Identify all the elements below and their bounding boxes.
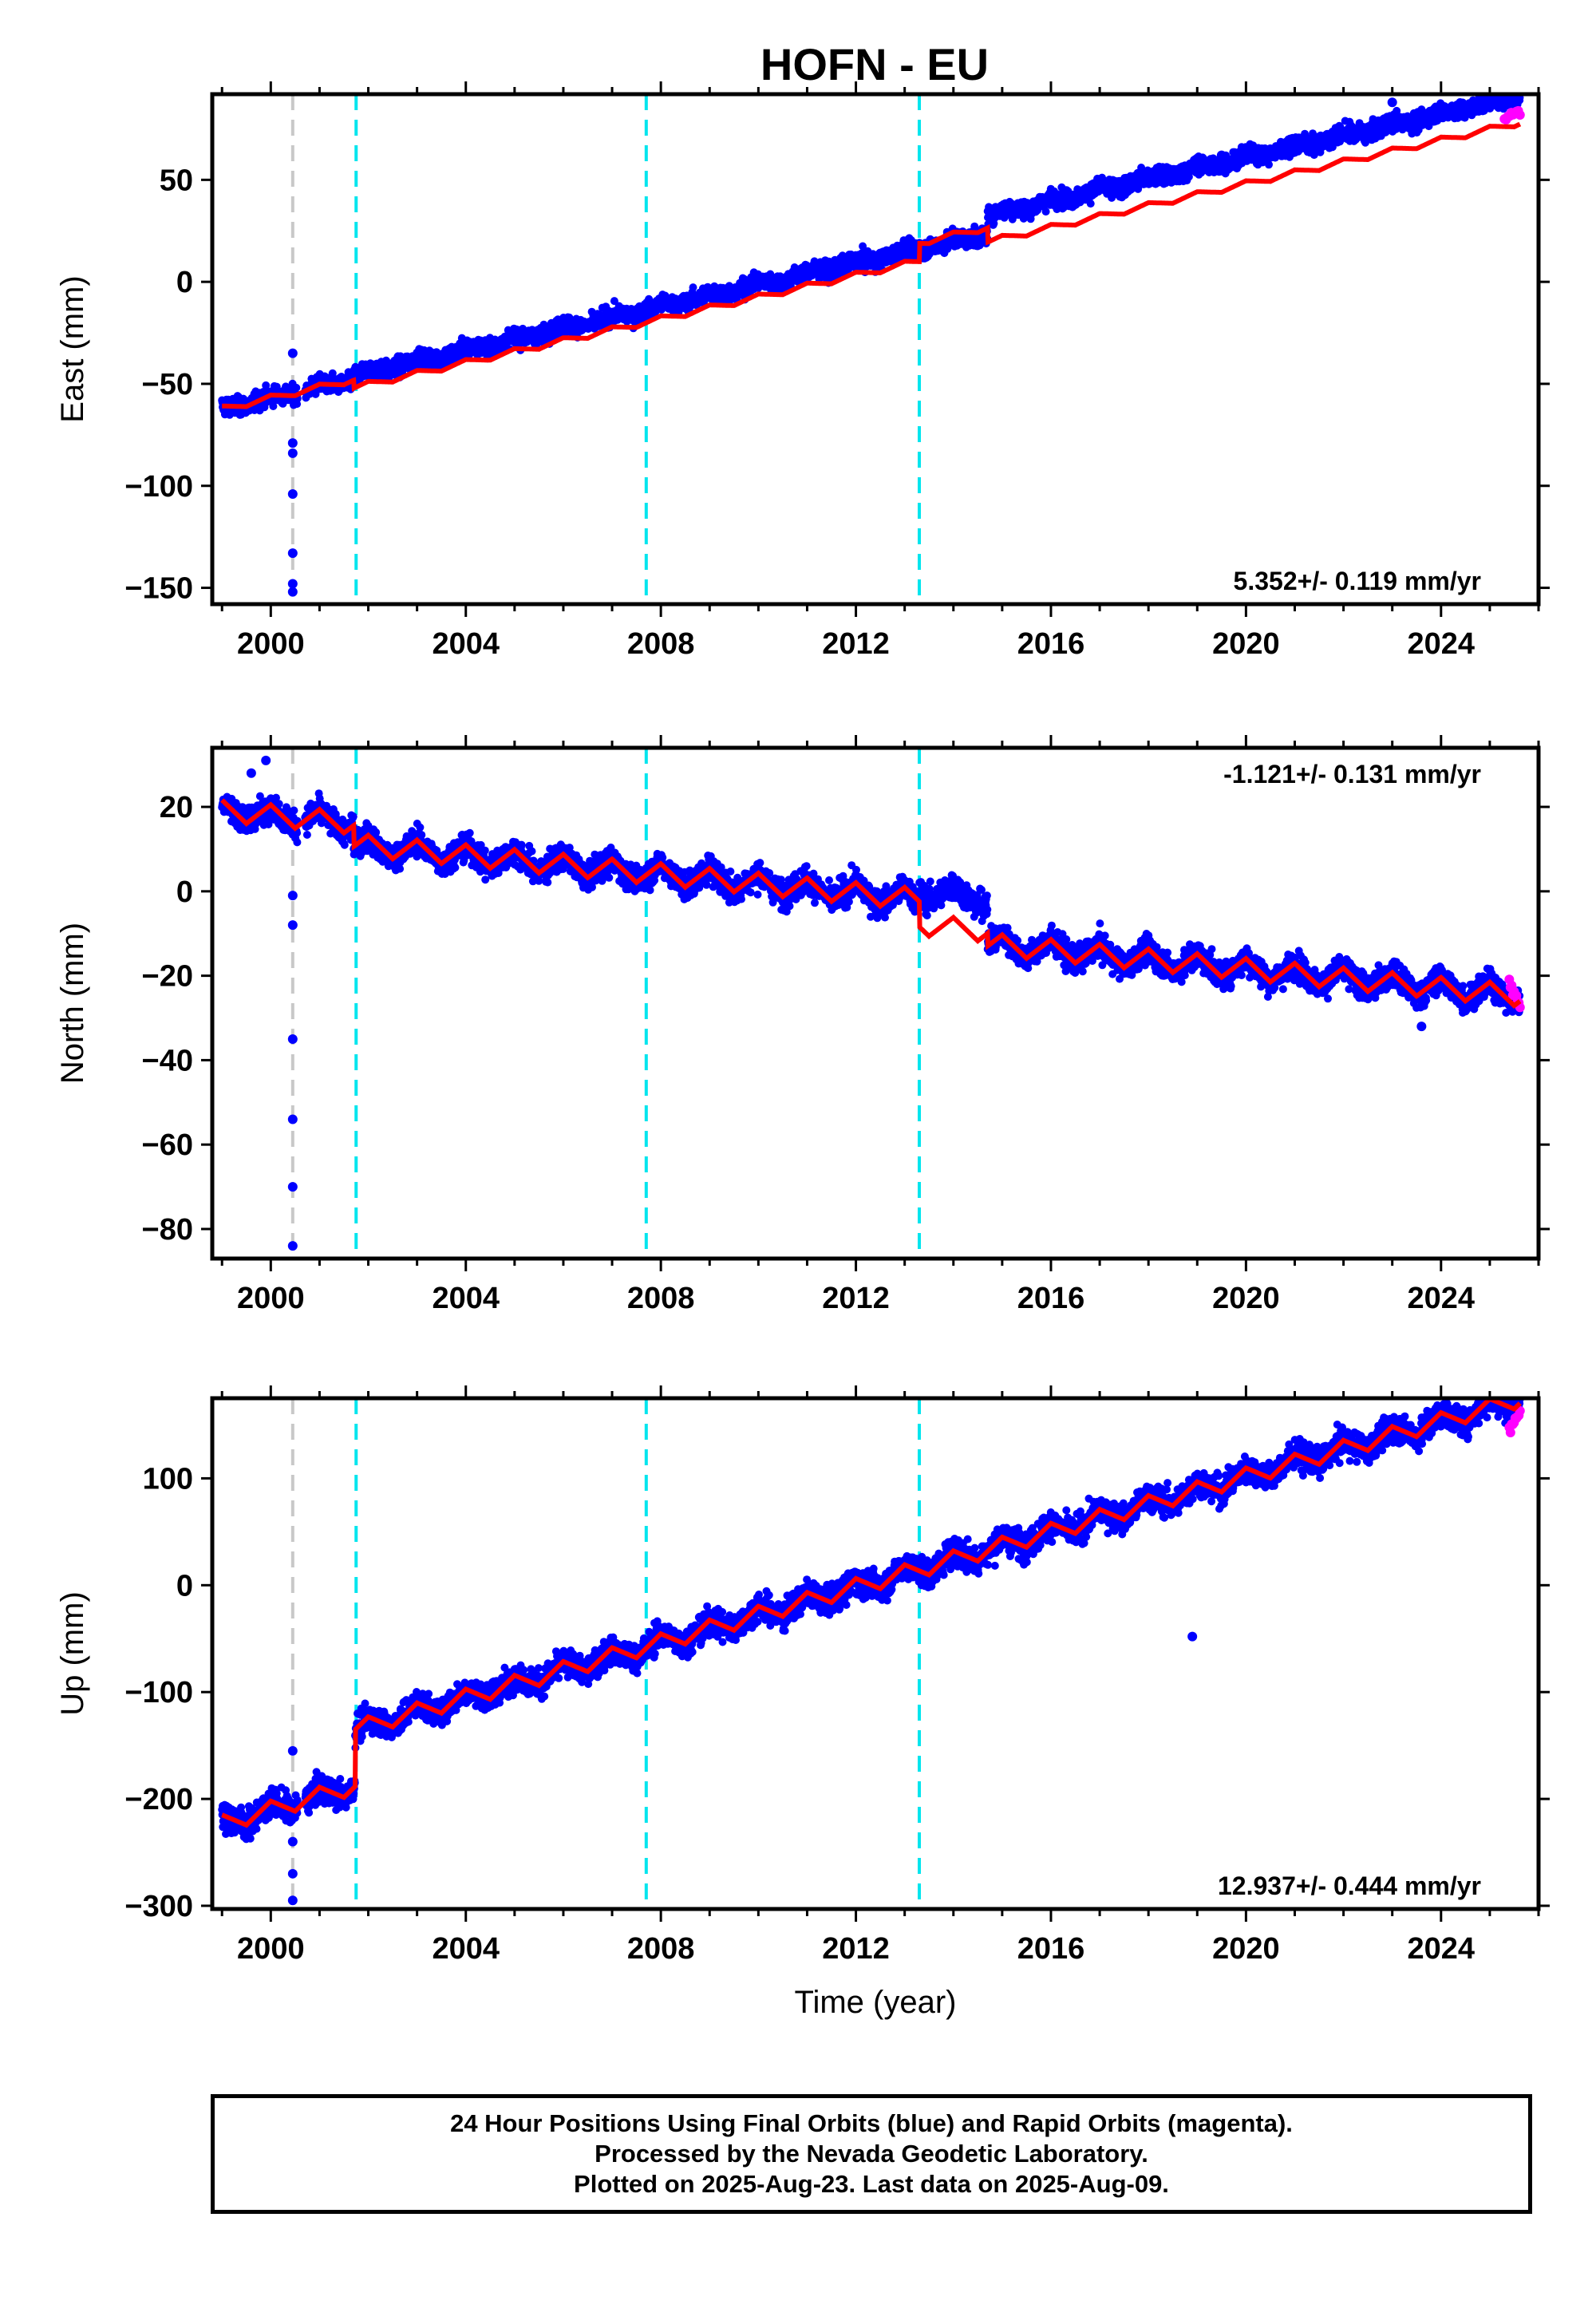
x-tick-label: 2012 <box>822 627 890 661</box>
velocity-label: 5.352+/- 0.119 mm/yr <box>1234 567 1481 595</box>
y-tick-label: −150 <box>124 572 193 606</box>
outlier-point <box>1387 97 1397 108</box>
plot-frame <box>210 92 1541 607</box>
page-title: HOFN - EU <box>760 39 990 89</box>
point <box>275 800 283 808</box>
y-tick-label: −100 <box>124 470 193 504</box>
rapid-orbit-point <box>1515 109 1525 120</box>
y-tick-label: 50 <box>160 164 193 197</box>
point <box>689 283 697 292</box>
point <box>1086 200 1095 208</box>
point <box>293 838 302 847</box>
point <box>328 369 337 377</box>
outlier-point <box>287 587 298 597</box>
point <box>292 383 301 392</box>
outlier-point <box>287 448 298 458</box>
outlier-point <box>1216 150 1227 160</box>
y-tick-label: 0 <box>176 266 193 299</box>
outlier-point <box>287 438 298 449</box>
outlier-point <box>287 548 298 559</box>
point <box>1265 160 1273 169</box>
point <box>290 806 298 815</box>
x-tick-label: 2000 <box>237 627 305 661</box>
x-tick-label: 2016 <box>1017 627 1085 661</box>
outlier-point <box>287 348 298 358</box>
point <box>262 381 271 389</box>
panel-east: 50 0 −50 −100 −150 2000 2004 2008 2012 2016 2020 20… <box>55 81 1550 661</box>
x-tick-label: 2008 <box>627 627 695 661</box>
point <box>1041 207 1050 216</box>
x-tick-label: 2004 <box>432 627 500 661</box>
y-tick-label: −50 <box>142 368 193 401</box>
outlier-point <box>287 488 298 499</box>
point <box>302 831 311 839</box>
point <box>610 297 618 306</box>
final-orbit-points <box>218 755 1525 1251</box>
outlier-point <box>287 579 298 589</box>
y-axis-label: East (mm) <box>55 275 90 422</box>
x-tick-label: 2020 <box>1212 627 1280 661</box>
point <box>349 812 358 821</box>
point <box>340 840 349 849</box>
x-tick-label: 2024 <box>1408 627 1476 661</box>
